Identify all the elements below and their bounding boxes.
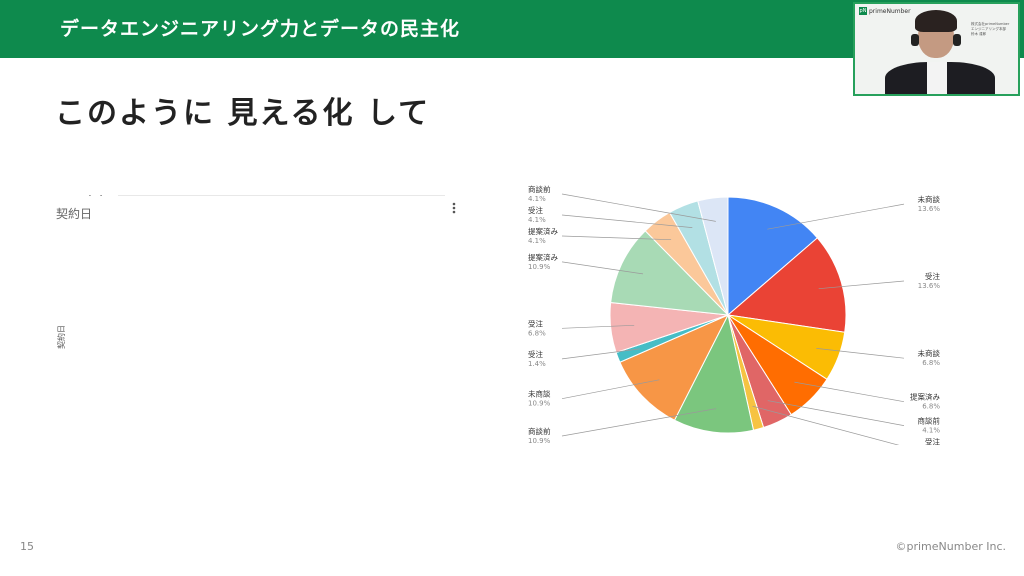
pie-slice-label: 商談前 <box>918 416 941 426</box>
pie-leader-line <box>561 379 660 400</box>
slide-section-title: データエンジニアリング力とデータの民主化 <box>60 18 461 40</box>
pie-slice-label: 受注 <box>925 271 940 281</box>
pie-leader-line <box>752 405 900 445</box>
y-tick-label: 2021/01/01 <box>72 195 112 197</box>
slide-heading: このように 見える化 して <box>55 96 431 131</box>
presenter-shirt <box>927 62 947 94</box>
pie-slice-label: 未商談 <box>918 348 941 358</box>
pie-leader-line <box>561 408 717 437</box>
copyright: ©primeNumber Inc. <box>895 540 1007 553</box>
pie-slice-percent: 4.1% <box>528 216 546 224</box>
pie-slice-label: 受注 <box>528 318 543 328</box>
headset-left-icon <box>911 34 919 46</box>
line-chart-y-axis-label: 契約日 <box>56 325 66 349</box>
webcam-logo-text: primeNumber <box>869 7 911 15</box>
pie-slice[interactable] <box>619 313 730 421</box>
pie-leader-line <box>561 214 693 228</box>
pie-slice-percent: 13.6% <box>918 282 941 290</box>
pie-slice[interactable] <box>726 237 847 333</box>
webcam-overlay: pN primeNumber 株式会社primeNumber エンジニアリング本… <box>853 2 1020 96</box>
webcam-caption-line: 株式会社primeNumber <box>971 22 1010 26</box>
pie-leader-line <box>767 400 905 426</box>
webcam-caption-line: 鈴木 達郎 <box>971 32 987 36</box>
page-number: 15 <box>20 540 34 553</box>
y-tick-label: 2021/09/01 <box>72 195 112 197</box>
pie-slice-percent: 4.1% <box>528 237 546 245</box>
pie-slice-label: 商談前 <box>528 185 551 194</box>
pie-leader-line <box>561 324 635 329</box>
pie-slice-percent: 13.6% <box>918 205 941 213</box>
pie-slice-percent: 10.9% <box>528 400 551 408</box>
pie-slice-label: 未商談 <box>918 194 941 204</box>
line-chart-title: 契約日 <box>56 206 92 221</box>
pie-slice-label: 受注 <box>528 349 543 359</box>
y-tick-label: 2021/11/01 <box>72 195 112 197</box>
pie-slice-label: 未商談 <box>528 389 551 399</box>
pie-slice-label: 受注 <box>925 437 940 445</box>
pie-chart: 未商談13.6%受注13.6%未商談6.8%提案済み6.8%商談前4.1%受注1… <box>528 185 941 445</box>
pie-slice-label: 提案済み <box>910 392 940 402</box>
pie-slice-percent: 6.8% <box>922 403 940 411</box>
webcam-logo: pN primeNumber <box>859 7 911 15</box>
pie-slice[interactable] <box>727 196 819 317</box>
pie-slice-label: 提案済み <box>528 226 558 236</box>
y-tick-label: 2021/05/01 <box>72 195 112 197</box>
y-tick-label: 2021/03/01 <box>72 195 112 197</box>
presenter-hair <box>915 10 957 32</box>
pie-slice[interactable] <box>697 196 729 316</box>
pie-slice-label: 商談前 <box>528 426 551 436</box>
kebab-menu-icon[interactable] <box>452 202 456 214</box>
pie-leader-line <box>561 261 644 275</box>
primenumber-logo-icon: pN <box>859 7 867 15</box>
pie-leader-line <box>561 235 672 241</box>
pie-slice-percent: 1.4% <box>528 360 546 368</box>
pie-slice-percent: 4.1% <box>528 195 546 203</box>
pie-slice-percent: 6.8% <box>528 329 546 337</box>
webcam-caption: 株式会社primeNumber エンジニアリング本部 鈴木 達郎 <box>971 22 1009 37</box>
y-tick-label: 2021/07/01 <box>72 195 112 197</box>
pie-leader-line <box>818 280 905 290</box>
pie-slice[interactable] <box>610 230 730 316</box>
pie-leader-line <box>561 193 716 222</box>
pie-leader-line <box>794 381 905 403</box>
pie-leader-line <box>816 348 905 359</box>
pie-slice-percent: 6.8% <box>922 359 940 367</box>
pie-slice-percent: 10.9% <box>528 437 551 445</box>
headset-right-icon <box>953 34 961 46</box>
pie-slice-label: 受注 <box>528 205 543 215</box>
pie-slice-percent: 4.1% <box>922 427 940 435</box>
line-chart: 契約日 契約日 2021/11/012021/09/012021/07/0120… <box>56 195 456 349</box>
pie-slice[interactable] <box>673 313 755 434</box>
webcam-caption-line: エンジニアリング本部 <box>971 27 1006 31</box>
pie-slice-percent: 10.9% <box>528 263 551 271</box>
pie-leader-line <box>561 348 640 360</box>
pie-slice-label: 提案済み <box>528 252 558 262</box>
pie-leader-line <box>767 203 905 230</box>
